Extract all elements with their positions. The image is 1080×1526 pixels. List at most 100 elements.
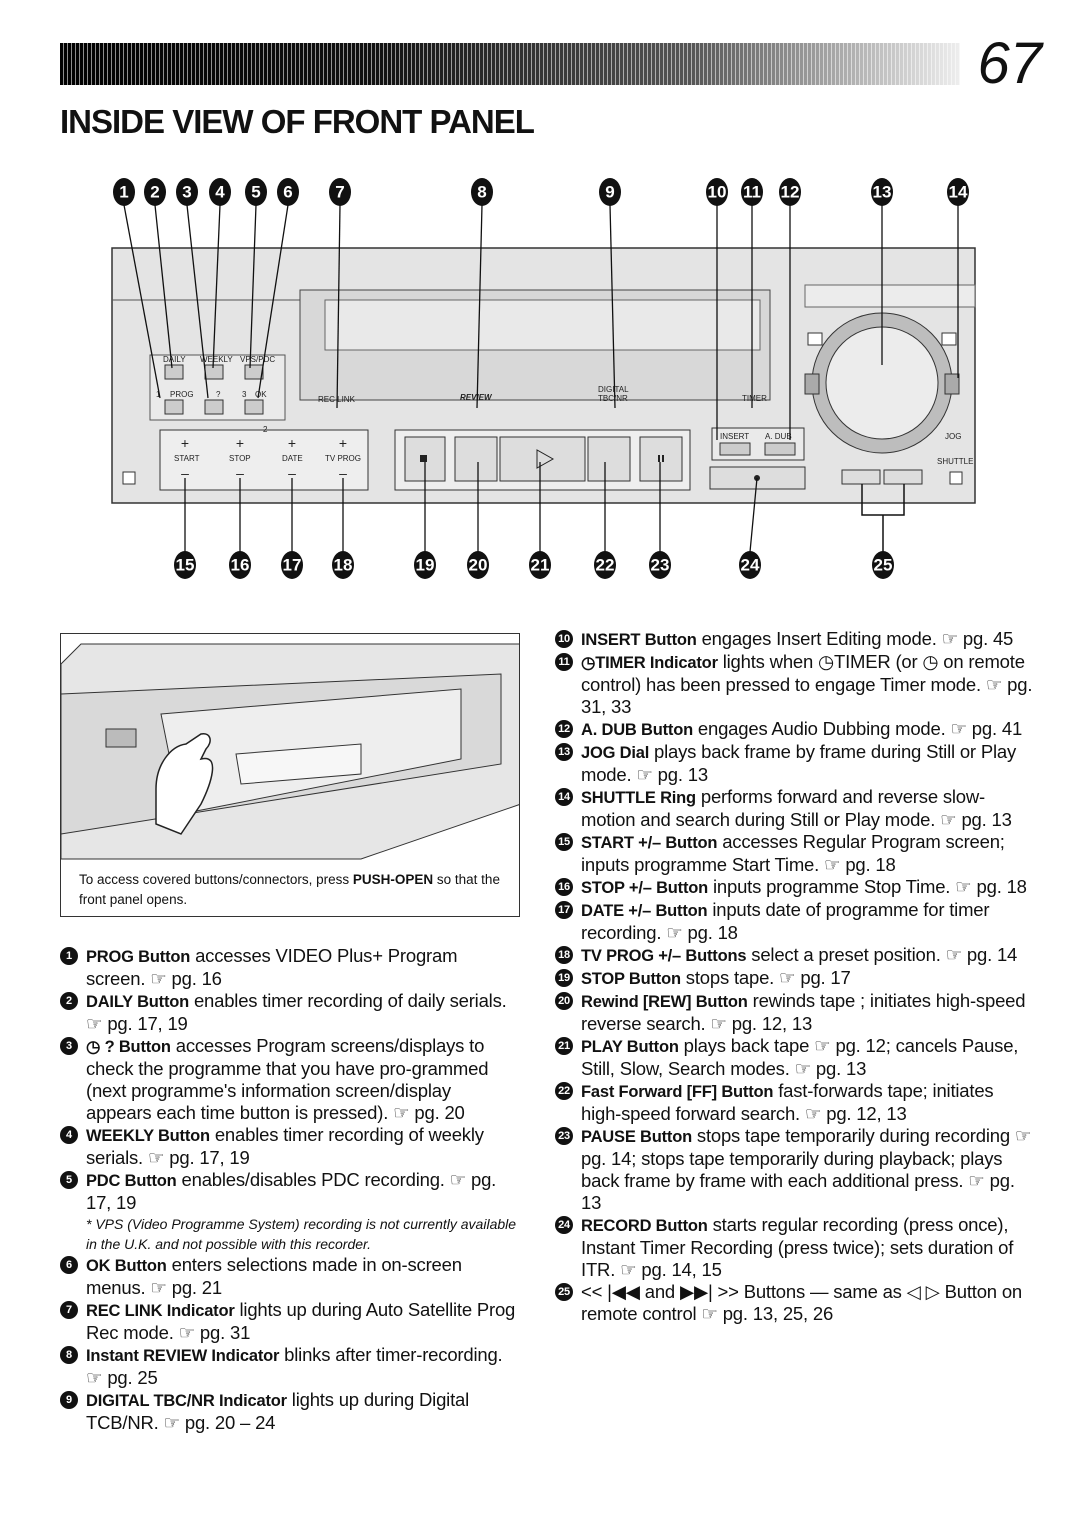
callout-circle <box>872 551 894 579</box>
item-term: REC LINK Indicator <box>86 1302 235 1320</box>
leader-line <box>749 477 758 553</box>
item-number: 19 <box>555 969 573 987</box>
list-item: 2 DAILY Button enables timer recording of… <box>60 990 518 1035</box>
callout-circle <box>467 551 489 579</box>
panel-label: A. DUB <box>765 432 792 441</box>
page-title: INSIDE VIEW OF FRONT PANEL <box>60 103 535 140</box>
play-button <box>499 436 586 482</box>
callout-circle <box>329 178 351 206</box>
callout-number: 2 <box>150 183 159 202</box>
callout-number: 1 <box>119 183 128 202</box>
button <box>204 399 224 415</box>
shuttle-button <box>841 469 881 485</box>
item-term: SHUTTLE Ring <box>581 789 696 807</box>
ring-tab <box>804 373 820 395</box>
button-signs: + – + – + – + – <box>181 435 347 481</box>
item-number: 18 <box>555 946 573 964</box>
caption-bold: PUSH-OPEN <box>352 872 434 887</box>
item-term: START +/– Button <box>581 834 718 852</box>
item-term: PROG Button <box>86 948 191 966</box>
callout-number: 23 <box>651 556 670 575</box>
list-item: 12 A. DUB Button engages Audio Dubbing mo… <box>555 718 1033 741</box>
list-item: 4 WEEKLY Button enables timer recording o… <box>60 1124 518 1169</box>
footnote: * VPS (Video Programme System) recording… <box>86 1216 517 1252</box>
hand <box>155 733 214 835</box>
callout-circle <box>706 178 728 206</box>
door-window <box>324 299 761 351</box>
insert-button <box>719 442 751 456</box>
callout-number: 13 <box>873 183 892 202</box>
item-number: 15 <box>555 833 573 851</box>
item-number: 14 <box>555 788 573 806</box>
panel-label: START <box>174 454 200 463</box>
left-column: 1 PROG Button accesses VIDEO Plus+ Progra… <box>60 945 518 1434</box>
item-number: 5 <box>60 1171 78 1189</box>
list-item: 25 << |◀◀ and ▶▶| >> Buttons — same as ◁ … <box>555 1281 1033 1325</box>
list-item: 14 SHUTTLE Ring performs forward and reve… <box>555 786 1033 831</box>
slot <box>105 728 137 748</box>
callout-number: 15 <box>176 556 195 575</box>
callout-number: 22 <box>596 556 615 575</box>
item-number: 3 <box>60 1037 78 1055</box>
item-number: 25 <box>555 1283 573 1301</box>
item-number: 12 <box>555 720 573 738</box>
leader-line <box>154 204 173 369</box>
callout-number: 17 <box>283 556 302 575</box>
item-text: accesses Program screens/displays to che… <box>86 1035 489 1123</box>
minus-sign: – <box>181 465 189 481</box>
item-term: STOP Button <box>581 970 681 988</box>
callout-circle <box>245 178 267 206</box>
minus-sign: – <box>339 465 347 481</box>
callout-number: 3 <box>182 183 191 202</box>
item-text: lights up during Digital TCB/NR. ☞ pg. 2… <box>86 1389 470 1433</box>
callout-number: 16 <box>231 556 250 575</box>
item-number: 20 <box>555 992 573 1010</box>
item-term: INSERT Button <box>581 631 697 649</box>
item-term: RECORD Button <box>581 1217 708 1235</box>
item-number: 17 <box>555 901 573 919</box>
item-number: 10 <box>555 630 573 648</box>
leader-line <box>609 204 616 409</box>
panel-label: TBC/NR <box>598 394 628 403</box>
button <box>244 364 264 380</box>
item-text: stops tape. ☞ pg. 17 <box>680 967 851 988</box>
callout-number: 12 <box>781 183 800 202</box>
adub-button <box>764 442 796 456</box>
leader-line <box>476 204 483 409</box>
minus-sign: – <box>236 465 244 481</box>
timer-buttons <box>159 429 369 491</box>
callout-number: 25 <box>874 556 893 575</box>
pause-button <box>639 436 683 482</box>
item-text: stops tape temporarily during recording … <box>581 1125 1032 1213</box>
callout-circle <box>414 551 436 579</box>
list-item: 13 JOG Dial plays back frame by frame dur… <box>555 741 1033 786</box>
list-item: 9 DIGITAL TBC/NR Indicator lights up duri… <box>60 1389 518 1434</box>
callout-circle <box>871 178 893 206</box>
callout-number: 14 <box>949 183 968 202</box>
item-term: JOG Dial <box>581 744 650 762</box>
callout-circle <box>739 551 761 579</box>
item-text: inputs programme Stop Time. ☞ pg. 18 <box>708 876 1027 897</box>
list-item: 21 PLAY Button plays back tape ☞ pg. 12; … <box>555 1035 1033 1080</box>
item-number: 7 <box>60 1301 78 1319</box>
item-term: PLAY Button <box>581 1038 679 1056</box>
list-item: 3 ◷ ? Button accesses Program screens/dis… <box>60 1035 518 1124</box>
panel-label: 2 <box>263 425 268 434</box>
list-item: 20 Rewind [REW] Button rewinds tape ; ini… <box>555 990 1033 1035</box>
callout-number: 24 <box>741 556 760 575</box>
item-text: fast-forwards tape; initiates high-speed… <box>581 1080 994 1124</box>
item-number: 9 <box>60 1391 78 1409</box>
inset-illustration: To access covered buttons/connectors, pr… <box>60 633 520 917</box>
callout-circle <box>277 178 299 206</box>
pause-symbol <box>662 455 664 462</box>
item-term: A. DUB Button <box>581 721 693 739</box>
panel-label: SHUTTLE <box>937 457 973 466</box>
list-item: 23 PAUSE Button stops tape temporarily du… <box>555 1125 1033 1214</box>
item-term: OK Button <box>86 1257 167 1275</box>
panel-label: INSERT <box>720 432 749 441</box>
button <box>164 364 184 380</box>
callout-circle <box>741 178 763 206</box>
item-text: inputs date of programme for timer recor… <box>581 899 990 943</box>
list-item: 17 DATE +/– Button inputs date of program… <box>555 899 1033 944</box>
